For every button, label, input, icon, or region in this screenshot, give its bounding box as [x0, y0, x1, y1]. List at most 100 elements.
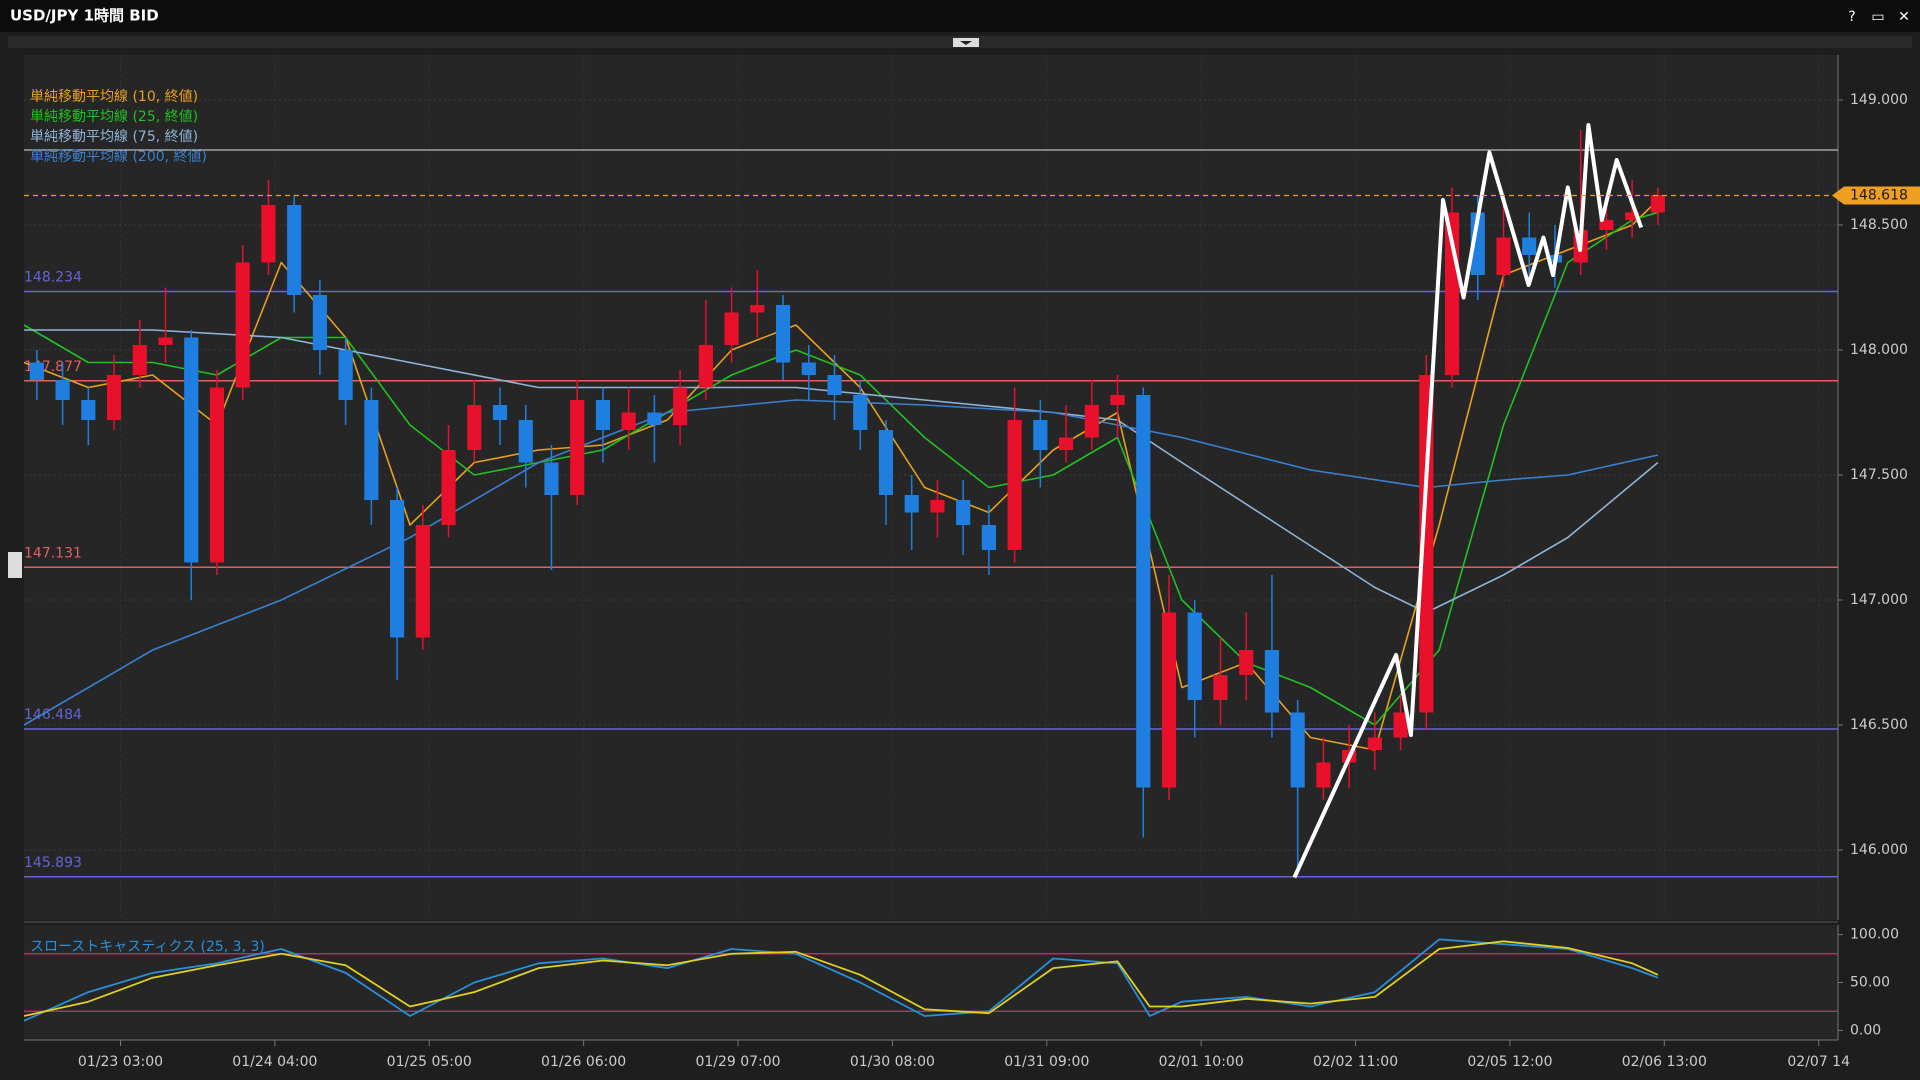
candle-body — [467, 405, 482, 450]
candle-body — [518, 420, 533, 463]
candle-body — [570, 400, 585, 495]
candle-body — [1316, 762, 1331, 788]
candle-body — [1522, 237, 1537, 255]
x-tick-label: 02/05 12:00 — [1467, 1054, 1552, 1070]
candle-body — [1290, 712, 1305, 788]
indicator-title: スローストキャスティクス (25, 3, 3) — [30, 939, 265, 955]
candle-body — [544, 462, 559, 495]
candle-body — [158, 337, 173, 345]
level-label: 147.131 — [24, 545, 82, 561]
y-tick-label: 147.500 — [1850, 467, 1908, 483]
title-bar — [0, 0, 1920, 32]
candle-body — [492, 405, 508, 420]
last-price-label: 148.618 — [1850, 188, 1908, 204]
x-tick-label: 01/29 07:00 — [695, 1054, 780, 1070]
candle-body — [1213, 675, 1228, 700]
side-toggle[interactable] — [8, 552, 22, 578]
maximize-button[interactable]: ▭ — [1871, 9, 1884, 25]
candle-body — [364, 400, 379, 500]
candle-body — [621, 412, 636, 430]
candle-body — [595, 400, 611, 430]
candle-body — [1110, 395, 1125, 405]
level-label: 146.484 — [24, 707, 82, 723]
candle-body — [235, 262, 250, 388]
candle-body — [1625, 212, 1640, 220]
candle-body — [1496, 237, 1511, 275]
candle-body — [1393, 712, 1408, 738]
x-tick-label: 01/25 05:00 — [387, 1054, 472, 1070]
candle-body — [801, 362, 816, 375]
candle-body — [775, 305, 791, 363]
candle-body — [930, 500, 945, 513]
legend-entry: 単純移動平均線 (75, 終値) — [30, 129, 198, 145]
candle-body — [55, 380, 70, 400]
moving-average-line — [23, 399, 1659, 726]
y-tick-label: 149.000 — [1850, 92, 1908, 108]
y-tick-label: 100.00 — [1850, 927, 1899, 943]
x-tick-label: 02/01 10:00 — [1159, 1054, 1244, 1070]
collapse-arrow — [960, 41, 972, 45]
y-tick-label: 146.000 — [1850, 842, 1908, 858]
candle-body — [209, 387, 225, 563]
candle-body — [261, 205, 276, 263]
candle-body — [853, 395, 868, 430]
candle-body — [1007, 420, 1022, 550]
candle-body — [29, 362, 44, 380]
candle-body — [904, 495, 919, 513]
close-button[interactable]: ✕ — [1898, 9, 1910, 25]
candle-body — [1084, 405, 1099, 438]
legend-entry: 単純移動平均線 (200, 終値) — [30, 149, 207, 165]
last-price-tag — [1832, 186, 1920, 205]
candle-body — [698, 345, 713, 388]
candle-body — [338, 350, 353, 400]
candle-body — [441, 450, 456, 525]
candle-body — [1650, 195, 1665, 213]
y-tick-label: 146.500 — [1850, 717, 1908, 733]
stochastic-line — [23, 940, 1659, 1017]
candle-body — [106, 375, 122, 420]
trend-drawing — [1292, 123, 1644, 879]
candle-body — [956, 500, 971, 525]
help-button[interactable]: ? — [1848, 9, 1855, 25]
candle-body — [132, 345, 147, 375]
candle-body — [647, 412, 662, 425]
x-tick-label: 01/24 04:00 — [232, 1054, 317, 1070]
x-tick-label: 02/06 13:00 — [1622, 1054, 1707, 1070]
x-tick-label: 01/31 09:00 — [1004, 1054, 1089, 1070]
candle-body — [724, 312, 739, 345]
x-tick-label: 01/26 06:00 — [541, 1054, 626, 1070]
candle-body — [1599, 220, 1614, 230]
y-tick-label: 148.500 — [1850, 217, 1908, 233]
moving-average-line — [23, 211, 1659, 726]
candle-body — [750, 305, 765, 313]
candle-body — [1239, 650, 1254, 675]
candle-body — [1033, 420, 1048, 450]
x-tick-label: 02/02 11:00 — [1313, 1054, 1398, 1070]
candle-body — [1161, 612, 1177, 788]
y-tick-label: 0.00 — [1850, 1022, 1881, 1038]
candle-body — [1136, 395, 1151, 788]
y-tick-label: 148.000 — [1850, 342, 1908, 358]
legend-entry: 単純移動平均線 (25, 終値) — [30, 109, 198, 125]
candle-body — [673, 387, 688, 425]
x-tick-label: 01/23 03:00 — [78, 1054, 163, 1070]
candle-body — [390, 500, 405, 638]
y-tick-label: 50.00 — [1850, 975, 1890, 991]
candle-body — [312, 295, 327, 350]
candle-body — [1419, 375, 1434, 713]
window-title: USD/JPY 1時間 BID — [10, 7, 159, 25]
candle-body — [1187, 612, 1202, 700]
legend-entry: 単純移動平均線 (10, 終値) — [30, 89, 198, 105]
candle-body — [184, 337, 199, 563]
candle-body — [878, 430, 894, 495]
candle-body — [1367, 737, 1382, 750]
x-tick-label: 02/07 14 — [1787, 1054, 1850, 1070]
candle-body — [81, 400, 96, 420]
candle-body — [287, 205, 302, 295]
y-tick-label: 147.000 — [1850, 592, 1908, 608]
main-plot-area — [24, 55, 1838, 920]
candle-body — [1059, 437, 1074, 450]
candle-body — [981, 525, 996, 550]
